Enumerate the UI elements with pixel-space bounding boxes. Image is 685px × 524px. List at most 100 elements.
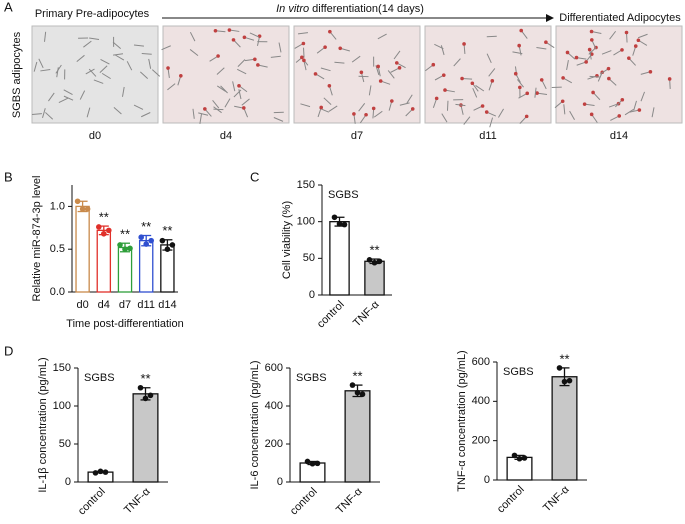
cell <box>633 100 637 111</box>
lipid <box>231 38 236 42</box>
lipid <box>591 90 595 95</box>
cell <box>237 59 246 67</box>
inset-label: SGBS <box>503 366 534 378</box>
micrograph <box>162 25 290 124</box>
cell <box>220 85 228 94</box>
lipid <box>441 73 446 77</box>
cell <box>516 79 524 88</box>
lipid <box>480 104 485 108</box>
replicate-point <box>106 227 112 234</box>
x-tick-label: d11 <box>137 299 155 311</box>
cell <box>232 81 236 92</box>
cell <box>113 107 122 115</box>
bar <box>75 205 90 293</box>
replicate-point <box>169 242 176 248</box>
lipid <box>179 73 183 78</box>
lipid <box>462 42 466 46</box>
cell <box>323 97 332 106</box>
lipid <box>378 79 383 83</box>
lipid <box>460 76 464 81</box>
image-label: d14 <box>610 130 628 142</box>
y-tick-label: 150 <box>297 179 315 191</box>
cell <box>637 33 648 39</box>
replicate-point <box>138 234 144 241</box>
lipid <box>397 66 402 70</box>
cell <box>141 112 151 118</box>
cell <box>472 88 478 98</box>
cell <box>640 91 646 102</box>
cell <box>375 65 380 76</box>
x-tick-label: TNF-α <box>351 298 382 329</box>
replicate-point <box>556 365 563 371</box>
cell <box>566 60 569 71</box>
arrow-label-italic: In vitro <box>276 3 309 15</box>
cell <box>40 69 51 72</box>
y-tick-label: 0 <box>484 474 490 486</box>
replicate-point <box>516 455 523 462</box>
lipid <box>323 45 327 49</box>
cell <box>88 68 97 77</box>
cell <box>189 49 199 56</box>
cell <box>63 89 73 96</box>
y-tick-label: 1.0 <box>50 200 65 212</box>
lipid <box>216 54 220 58</box>
replicate-point <box>331 214 338 221</box>
lipid <box>517 43 521 48</box>
image-label: d0 <box>89 130 101 142</box>
cell <box>76 54 85 63</box>
y-axis-label: IL-1β concentration (pg/mL) <box>37 357 49 492</box>
x-tick-label: d0 <box>76 299 88 311</box>
lipid <box>301 41 306 46</box>
x-tick-label: control <box>315 299 347 331</box>
panel-label: D <box>4 343 13 358</box>
replicate-point <box>511 452 518 459</box>
replicate-point <box>561 378 568 385</box>
lipid <box>565 50 570 55</box>
cell <box>161 45 171 51</box>
lipid <box>371 106 376 111</box>
cell <box>189 31 196 42</box>
lipid <box>257 34 262 38</box>
cell <box>320 67 331 72</box>
cell <box>133 104 144 110</box>
cell <box>536 46 547 50</box>
y-tick-label: 600 <box>472 356 490 368</box>
lipid <box>166 66 170 70</box>
lipid <box>560 99 565 104</box>
replicate-point <box>366 257 373 263</box>
cell <box>112 41 121 49</box>
replicate-point <box>97 468 104 475</box>
lipid <box>434 96 439 101</box>
cell <box>368 85 372 96</box>
cell <box>393 50 401 60</box>
y-axis-label: IL-6 concentration (pg/mL) <box>249 360 261 489</box>
significance-label: ** <box>559 351 569 366</box>
image-label: d4 <box>220 130 232 142</box>
cell <box>93 79 104 84</box>
x-tick-label: control <box>495 484 527 516</box>
lipid <box>519 28 524 33</box>
micrograph <box>555 25 683 124</box>
cell <box>358 102 366 112</box>
replicate-point <box>147 392 154 399</box>
cell <box>198 112 209 116</box>
replicate-point <box>376 258 383 265</box>
cell <box>216 85 226 92</box>
cell <box>300 103 311 108</box>
replicate-point <box>354 389 361 396</box>
lipid <box>410 107 415 111</box>
cell <box>609 30 617 40</box>
lipid <box>617 114 622 118</box>
cell <box>273 117 284 122</box>
replicate-point <box>92 470 99 476</box>
cell <box>373 110 383 118</box>
y-axis-label: Cell viability (%) <box>281 201 293 279</box>
x-tick-label: d4 <box>98 299 110 311</box>
significance-label: ** <box>141 219 151 234</box>
lipid <box>574 55 579 60</box>
cell <box>216 67 225 75</box>
left-label: Primary Pre-adipocytes <box>35 8 150 20</box>
inset-label: SGBS <box>328 189 359 201</box>
cell <box>387 70 395 79</box>
cell <box>55 64 62 74</box>
